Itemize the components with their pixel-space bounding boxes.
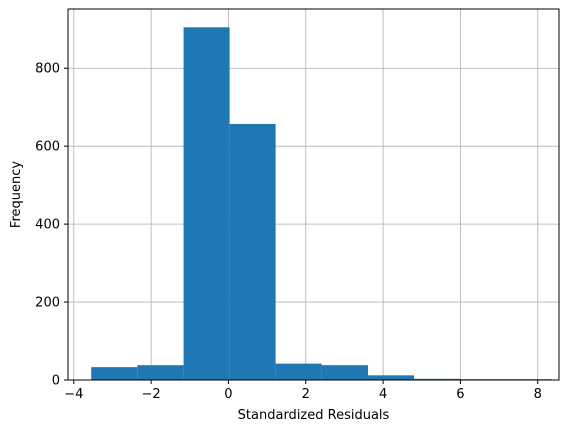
x-tick-label: 6 [456, 387, 464, 402]
y-tick-label: 400 [35, 218, 60, 233]
histogram-bar [183, 27, 230, 381]
y-axis-label: Frequency [9, 161, 24, 228]
x-tick-label: 4 [379, 387, 387, 402]
y-tick-label: 600 [35, 140, 60, 155]
histogram-bar [91, 367, 138, 380]
x-tick-label: −4 [64, 387, 83, 402]
x-tick-label: 2 [302, 387, 310, 402]
x-tick-label: 0 [224, 387, 232, 402]
histogram-bar [229, 123, 276, 381]
histogram-bar [368, 375, 415, 380]
x-tick-label: −2 [142, 387, 161, 402]
histogram-bar [414, 378, 461, 380]
x-axis-label: Standardized Residuals [238, 408, 390, 423]
axis-ticks: −4 −2 0 2 4 6 8 0 200 400 600 800 [35, 62, 542, 402]
histogram-bars [91, 27, 553, 381]
histogram-bar [275, 363, 322, 380]
y-tick-label: 0 [52, 374, 60, 389]
histogram-bar [137, 365, 184, 380]
grid [68, 9, 559, 381]
y-tick-label: 200 [35, 296, 60, 311]
y-tick-label: 800 [35, 62, 60, 77]
x-tick-label: 8 [534, 387, 542, 402]
histogram-bar [321, 365, 369, 380]
axes-frame [67, 8, 560, 381]
